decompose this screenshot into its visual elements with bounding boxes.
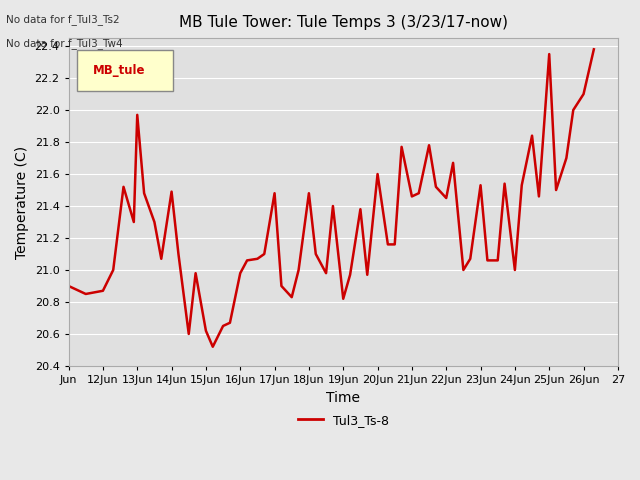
Y-axis label: Temperature (C): Temperature (C)	[15, 145, 29, 259]
Legend: Tul3_Ts-8: Tul3_Ts-8	[292, 409, 394, 432]
X-axis label: Time: Time	[326, 391, 360, 405]
Title: MB Tule Tower: Tule Temps 3 (3/23/17-now): MB Tule Tower: Tule Temps 3 (3/23/17-now…	[179, 15, 508, 30]
Text: No data for f_Tul3_Tw4: No data for f_Tul3_Tw4	[6, 38, 123, 49]
Text: MB_tule: MB_tule	[93, 64, 145, 77]
Text: No data for f_Tul3_Ts2: No data for f_Tul3_Ts2	[6, 14, 120, 25]
